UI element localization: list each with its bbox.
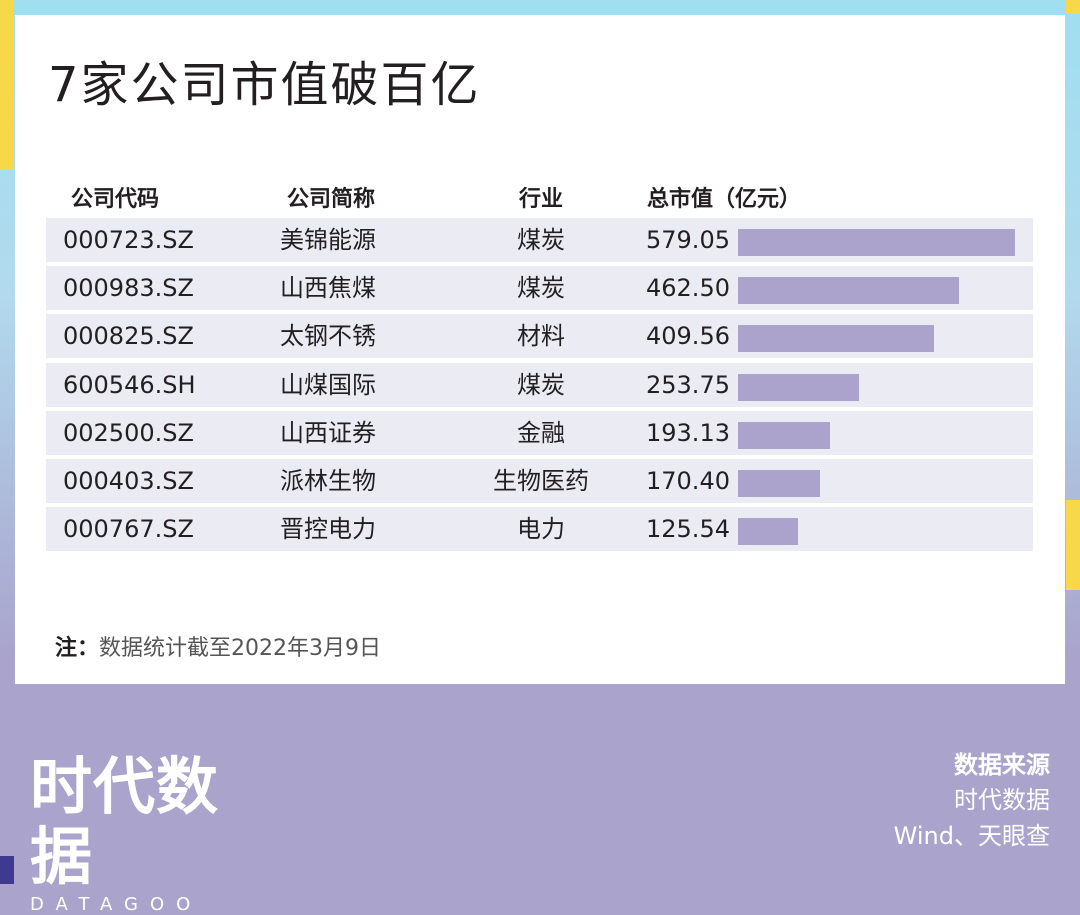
- cell-value: 462.50: [646, 274, 730, 302]
- header-code: 公司代码: [71, 187, 160, 212]
- cell-value: 170.40: [646, 467, 730, 495]
- cell-industry: 煤炭: [517, 226, 565, 254]
- table-row: 000825.SZ 太钢不锈 材料 409.56: [46, 314, 1033, 358]
- cell-name: 山西焦煤: [280, 274, 376, 302]
- cell-name: 晋控电力: [280, 515, 376, 543]
- cell-value: 579.05: [646, 226, 730, 254]
- footnote-text: 数据统计截至2022年3月9日: [99, 636, 381, 661]
- cell-code: 000403.SZ: [63, 467, 194, 495]
- cell-industry: 电力: [517, 515, 565, 543]
- cell-code: 000723.SZ: [63, 226, 194, 254]
- header-value: 总市值（亿元）: [647, 187, 802, 212]
- value-bar: [738, 325, 934, 352]
- table-row: 000403.SZ 派林生物 生物医药 170.40: [46, 459, 1033, 503]
- datagoo-logo: 时代数据 DATAGOO: [30, 752, 270, 915]
- cell-industry: 煤炭: [517, 371, 565, 399]
- accent-bar-left-bottom: [0, 856, 14, 884]
- value-bar: [738, 374, 859, 401]
- cell-industry: 材料: [517, 322, 565, 350]
- data-source: 数据来源 时代数据 Wind、天眼查: [894, 748, 1050, 854]
- cell-value: 253.75: [646, 371, 730, 399]
- cell-value: 193.13: [646, 419, 730, 447]
- accent-bar-left-top: [0, 0, 14, 170]
- logo-main-text: 时代数据: [30, 750, 220, 893]
- footnote-label: 注：: [55, 636, 100, 661]
- cell-name: 山西证券: [280, 419, 376, 447]
- value-bar: [738, 229, 1015, 256]
- header-name: 公司简称: [287, 187, 376, 212]
- table-row: 000723.SZ 美锦能源 煤炭 579.05: [46, 218, 1033, 262]
- header-industry: 行业: [518, 187, 563, 212]
- cell-code: 000983.SZ: [63, 274, 194, 302]
- cell-code: 002500.SZ: [63, 419, 194, 447]
- accent-bar-right-top: [1066, 0, 1080, 14]
- cell-name: 太钢不锈: [280, 322, 376, 350]
- logo-sub-text: DATAGOO: [30, 894, 203, 915]
- value-bar: [738, 518, 798, 545]
- footnote: 注：数据统计截至2022年3月9日: [55, 630, 381, 662]
- value-bar: [738, 422, 830, 449]
- cell-name: 美锦能源: [280, 226, 376, 254]
- cell-code: 000825.SZ: [63, 322, 194, 350]
- source-title: 数据来源: [954, 751, 1050, 779]
- table-row: 002500.SZ 山西证券 金融 193.13: [46, 411, 1033, 455]
- value-bar: [738, 470, 820, 497]
- accent-bar-right-mid: [1066, 500, 1080, 590]
- cell-industry: 生物医药: [493, 467, 589, 495]
- table-card: 7家公司市值破百亿 公司代码 公司简称 行业 总市值（亿元） 000723.SZ…: [15, 15, 1065, 684]
- chart-title: 7家公司市值破百亿: [48, 57, 481, 113]
- cell-code: 000767.SZ: [63, 515, 194, 543]
- cell-name: 山煤国际: [280, 371, 376, 399]
- source-line-2: Wind、天眼查: [893, 822, 1050, 850]
- value-bar: [738, 277, 959, 304]
- table-row: 000767.SZ 晋控电力 电力 125.54: [46, 507, 1033, 551]
- cell-industry: 金融: [517, 419, 565, 447]
- table-row: 000983.SZ 山西焦煤 煤炭 462.50: [46, 266, 1033, 310]
- cell-name: 派林生物: [280, 467, 376, 495]
- cell-code: 600546.SH: [63, 371, 196, 399]
- cell-industry: 煤炭: [517, 274, 565, 302]
- source-line-1: 时代数据: [954, 786, 1050, 814]
- table-row: 600546.SH 山煤国际 煤炭 253.75: [46, 363, 1033, 407]
- cell-value: 125.54: [646, 515, 730, 543]
- cell-value: 409.56: [646, 322, 730, 350]
